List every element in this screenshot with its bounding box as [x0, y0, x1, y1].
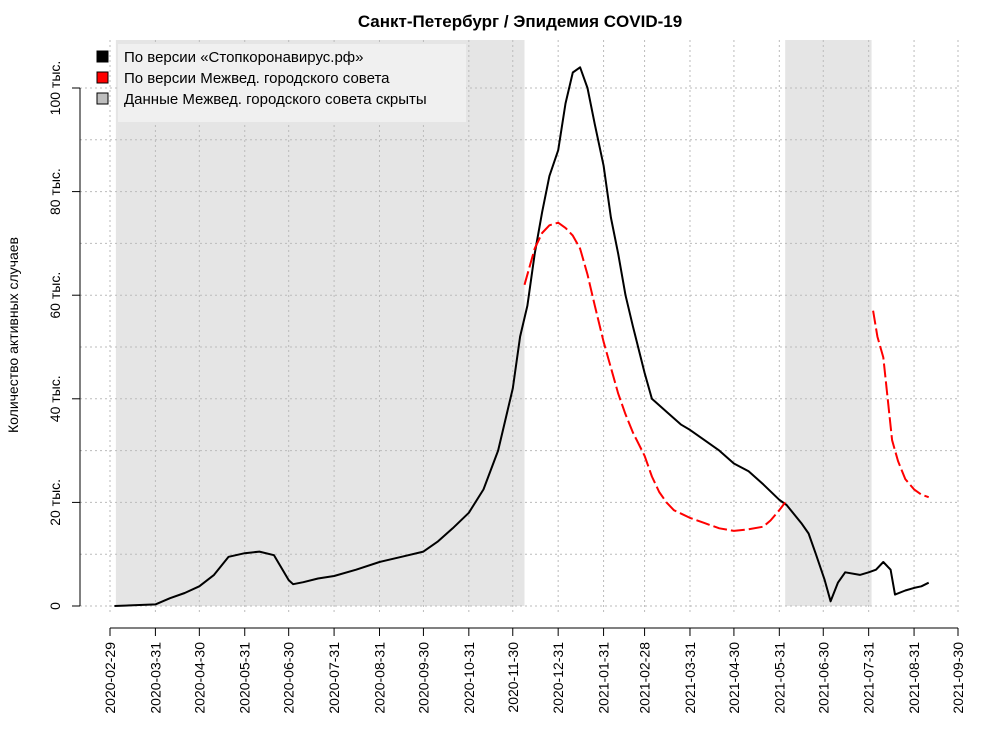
x-tick-label: 2020-06-30	[281, 642, 297, 714]
shaded-periods	[115, 40, 872, 606]
x-tick-label: 2020-09-30	[415, 642, 431, 714]
axes: 2020-02-29 2020-03-31 2020-04-30 2020-05-31…	[47, 61, 966, 714]
x-tick-label: 2020-05-31	[237, 642, 253, 714]
y-axis-label: Количество активных случаев	[5, 237, 21, 433]
x-tick-label: 2021-08-31	[906, 642, 922, 714]
x-tick-label: 2021-02-28	[637, 642, 653, 714]
legend: По версии «Стопкоронавирус.рф» По версии …	[96, 44, 466, 122]
y-tick-label: 100 тыс.	[47, 61, 63, 116]
x-tick-label: 2021-01-31	[596, 642, 612, 714]
legend-label-1: По версии «Стопкоронавирус.рф»	[124, 49, 363, 66]
series-line-2-part-1	[523, 221, 786, 532]
series-layer	[114, 66, 930, 607]
x-tick-label: 2021-07-31	[861, 642, 877, 714]
legend-swatch-1	[96, 50, 109, 63]
x-tick-label: 2020-12-31	[550, 642, 566, 714]
x-tick-label: 2020-03-31	[147, 642, 163, 714]
series-line-2-part-2	[872, 310, 930, 499]
y-tick-label: 20 тыс.	[47, 479, 63, 526]
shaded-period-2	[785, 40, 872, 606]
x-tick-label: 2020-08-31	[371, 642, 387, 714]
chart-title: Санкт-Петербург / Эпидемия COVID-19	[358, 12, 682, 31]
legend-swatch-3	[96, 92, 109, 105]
y-tick-label: 0	[47, 602, 63, 610]
legend-label-2: По версии Межвед. городского совета	[124, 70, 390, 87]
legend-background	[118, 44, 466, 122]
y-tick-label: 80 тыс.	[47, 168, 63, 215]
x-tick-label: 2020-07-31	[326, 642, 342, 714]
x-tick-label: 2021-05-31	[771, 642, 787, 714]
x-tick-label: 2021-09-30	[950, 642, 966, 714]
legend-label-3: Данные Межвед. городского совета скрыты	[124, 91, 427, 108]
x-tick-label: 2021-03-31	[682, 642, 698, 714]
y-tick-label: 40 тыс.	[47, 375, 63, 422]
shaded-period-1	[115, 40, 525, 606]
series-line-1	[114, 66, 930, 607]
x-tick-label: 2020-10-31	[461, 642, 477, 714]
x-tick-label: 2020-02-29	[102, 642, 118, 714]
x-tick-label: 2020-11-30	[505, 642, 521, 713]
x-tick-label: 2020-04-30	[191, 642, 207, 714]
x-tick-label: 2021-06-30	[815, 642, 831, 714]
legend-swatch-2	[96, 71, 109, 84]
x-tick-label: 2021-04-30	[726, 642, 742, 714]
grid	[80, 40, 959, 612]
y-tick-label: 60 тыс.	[47, 272, 63, 319]
